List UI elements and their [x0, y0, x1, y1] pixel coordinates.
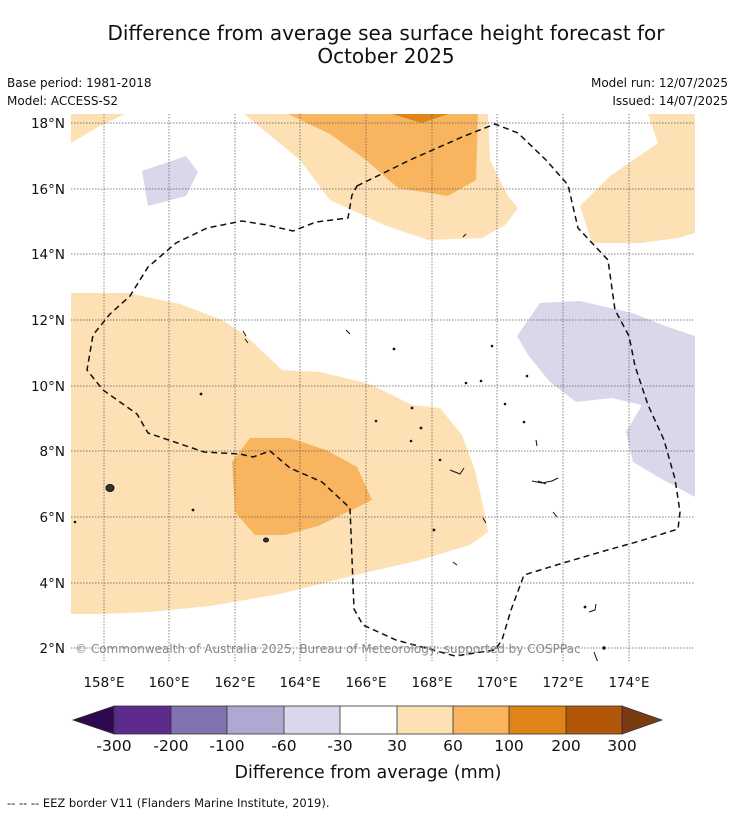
- colorbar-tick-labels: -300 -200 -100 -60 -30 30 60 100 200 300: [96, 737, 636, 755]
- model-run: Model run: 12/07/2025: [590, 76, 728, 90]
- copyright-notice: © Commonwealth of Australia 2025, Bureau…: [75, 642, 581, 656]
- colorbar-label: 60: [443, 737, 463, 755]
- lat-tick-8: 8°N: [40, 444, 65, 460]
- lon-tick-168: 168°E: [411, 675, 452, 691]
- lon-tick-158: 158°E: [83, 675, 124, 691]
- colorbar-segment-neg60-neg30: [284, 706, 340, 734]
- colorbar-under-arrow: [71, 705, 115, 735]
- colorbar-label: -60: [271, 737, 296, 755]
- meta-left: Base period: 1981-2018 Model: ACCESS-S2: [7, 74, 152, 110]
- island-outlines: [73, 233, 606, 661]
- map-panel: © Commonwealth of Australia 2025, Bureau…: [71, 114, 695, 661]
- colorbar-segment-30-60: [397, 706, 453, 734]
- anomaly-region-neg30-60-north: [142, 156, 198, 206]
- colorbar-segment-100-200: [509, 706, 566, 734]
- lat-tick-12: 12°N: [31, 313, 65, 329]
- colorbar-segment-neg30-30: [340, 706, 397, 734]
- title-line-2: October 2025: [317, 44, 455, 68]
- colorbar-label: 30: [387, 737, 407, 755]
- anomaly-region-60-100-north: [288, 114, 478, 196]
- meta-right: Model run: 12/07/2025 Issued: 14/07/2025: [591, 74, 728, 110]
- colorbar-segment-200-300: [566, 706, 622, 734]
- colorbar-label: -300: [96, 737, 131, 755]
- lat-tick-14: 14°N: [31, 247, 65, 263]
- lat-tick-6: 6°N: [40, 510, 65, 526]
- colorbar: -300 -200 -100 -60 -30 30 60 100 200 300…: [71, 705, 664, 783]
- lat-tick-18: 18°N: [31, 116, 65, 132]
- title-line-1: Difference from average sea surface heig…: [107, 21, 665, 45]
- lat-tick-labels: 18°N 16°N 14°N 12°N 10°N 8°N 6°N 4°N 2°N: [31, 116, 65, 657]
- anomaly-region-30-60-east: [580, 114, 695, 243]
- lon-tick-172: 172°E: [542, 675, 583, 691]
- anomaly-region-30-60-northwest: [71, 114, 125, 143]
- colorbar-over-arrow: [621, 705, 664, 735]
- colorbar-segment-neg300-neg200: [114, 706, 171, 734]
- colorbar-dividers: [113, 705, 623, 735]
- colorbar-label: 100: [494, 737, 524, 755]
- issued-date: Issued: 14/07/2025: [612, 94, 728, 108]
- lon-tick-160: 160°E: [148, 675, 189, 691]
- lon-tick-labels: 158°E 160°E 162°E 164°E 166°E 168°E 170°…: [83, 675, 649, 691]
- colorbar-label: -200: [153, 737, 188, 755]
- anomaly-region-60-100-central: [232, 438, 372, 535]
- base-period: Base period: 1981-2018: [7, 76, 152, 90]
- colorbar-title: Difference from average (mm): [234, 763, 501, 783]
- lat-tick-16: 16°N: [31, 182, 65, 198]
- lat-tick-4: 4°N: [40, 576, 65, 592]
- model-name: Model: ACCESS-S2: [7, 94, 119, 108]
- eez-border: [86, 123, 681, 657]
- anomaly-region-neg30-60-east: [517, 301, 695, 497]
- lon-tick-170: 170°E: [476, 675, 517, 691]
- colorbar-segment-60-100: [453, 706, 509, 734]
- colorbar-label: 300: [607, 737, 637, 755]
- lon-tick-174: 174°E: [608, 675, 649, 691]
- colorbar-label: 200: [551, 737, 581, 755]
- lon-tick-166: 166°E: [345, 675, 386, 691]
- map-title: Difference from average sea surface heig…: [0, 22, 736, 68]
- lat-tick-10: 10°N: [31, 379, 65, 395]
- gridlines: [71, 114, 695, 661]
- anomaly-region-100-200-north: [392, 114, 448, 123]
- colorbar-label: -30: [327, 737, 352, 755]
- colorbar-label: -100: [209, 737, 244, 755]
- eez-footnote: -- -- -- EEZ border V11 (Flanders Marine…: [7, 796, 330, 810]
- lon-tick-162: 162°E: [214, 675, 255, 691]
- colorbar-segment-neg100-neg60: [227, 706, 284, 734]
- colorbar-segment-neg200-neg100: [171, 706, 227, 734]
- lon-tick-164: 164°E: [279, 675, 320, 691]
- lat-tick-2: 2°N: [40, 641, 65, 657]
